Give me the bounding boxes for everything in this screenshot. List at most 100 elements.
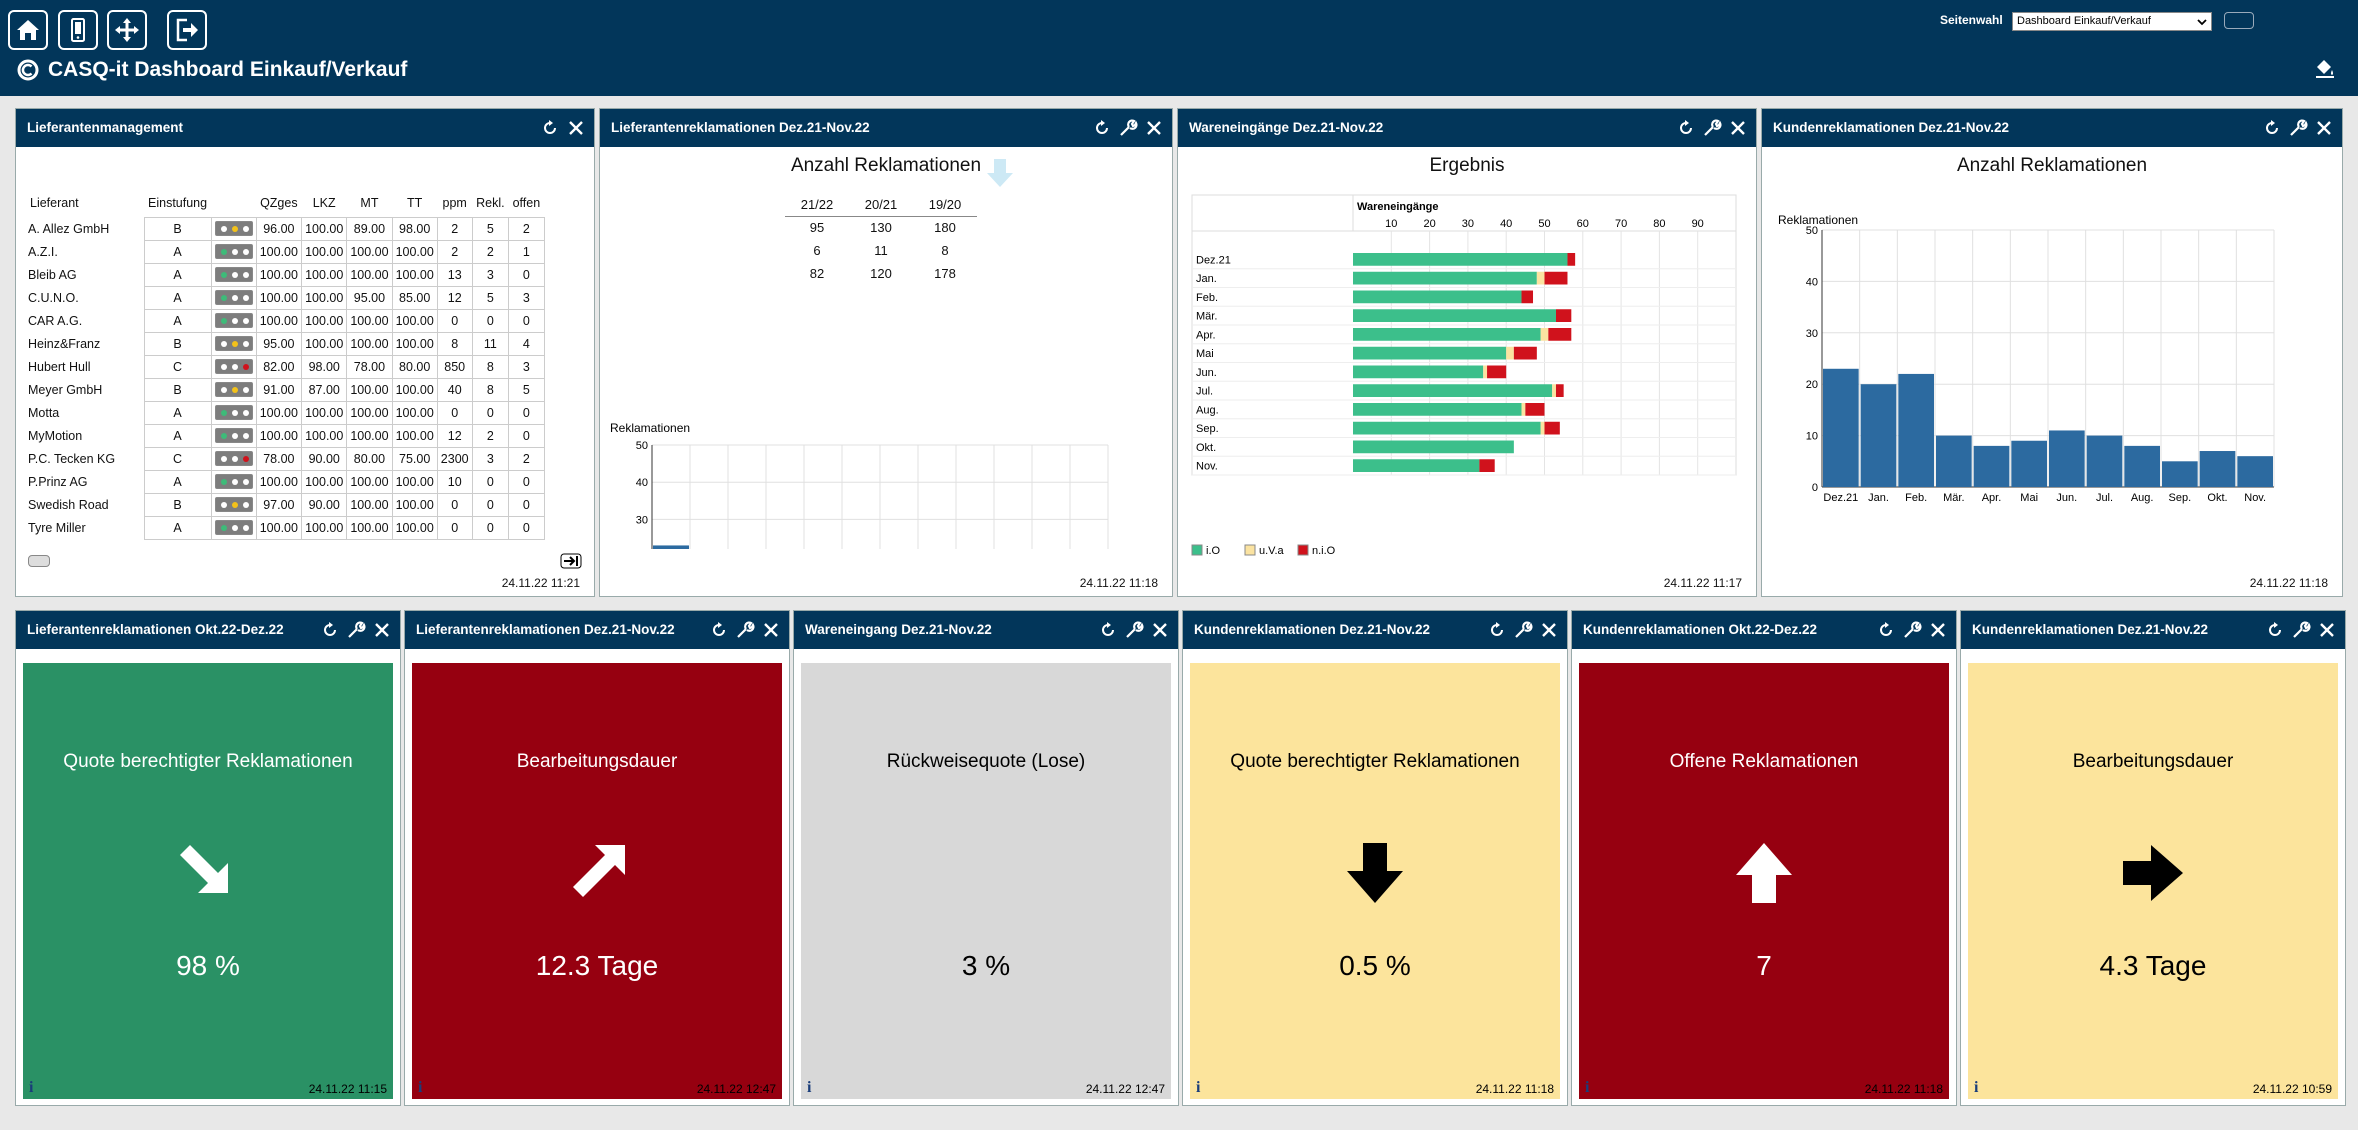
bar[interactable] <box>1823 368 1859 487</box>
info-icon[interactable]: i <box>807 1079 812 1096</box>
bar[interactable] <box>1936 435 1972 487</box>
bar-segment[interactable] <box>1353 459 1480 472</box>
move-button[interactable] <box>107 10 147 50</box>
bar[interactable] <box>2011 440 2047 487</box>
table-row[interactable]: CAR A.G. A 100.00 100.00 100.00 100.00 0 0 0 <box>26 308 545 333</box>
close-icon[interactable] <box>2317 620 2337 640</box>
bar-segment[interactable] <box>1513 346 1537 360</box>
bar-segment[interactable] <box>1555 309 1572 322</box>
bar-segment[interactable] <box>1353 328 1541 341</box>
refresh-icon[interactable] <box>2262 118 2282 138</box>
info-icon[interactable]: i <box>1196 1079 1201 1096</box>
logout-button[interactable] <box>167 10 207 50</box>
kpi-tile[interactable]: Bearbeitungsdauer 12.3 Tage i 24.11.22 12:4… <box>412 663 782 1099</box>
bar-segment[interactable] <box>1540 328 1549 341</box>
refresh-icon[interactable] <box>1876 620 1896 640</box>
home-button[interactable] <box>8 10 48 50</box>
close-icon[interactable] <box>1728 118 1748 138</box>
bar-segment[interactable] <box>1487 365 1507 379</box>
info-icon[interactable]: i <box>1974 1079 1979 1096</box>
bar-segment[interactable] <box>1540 421 1545 435</box>
bar-segment[interactable] <box>1483 365 1488 379</box>
page-select[interactable]: Dashboard Einkauf/Verkauf <box>2012 12 2212 31</box>
wrench-icon[interactable] <box>2291 620 2311 640</box>
bar-segment[interactable] <box>1353 253 1568 266</box>
close-icon[interactable] <box>1928 620 1948 640</box>
refresh-icon[interactable] <box>1092 118 1112 138</box>
paint-bucket-icon[interactable] <box>2314 58 2336 80</box>
bar[interactable] <box>2237 456 2273 487</box>
table-row[interactable]: P.Prinz AG A 100.00 100.00 100.00 100.00 10 0 0 <box>26 469 545 494</box>
wrench-icon[interactable] <box>1118 118 1138 138</box>
table-row[interactable]: Motta A 100.00 100.00 100.00 100.00 0 0 0 <box>26 400 545 425</box>
refresh-icon[interactable] <box>1098 620 1118 640</box>
bar-segment[interactable] <box>1521 290 1534 304</box>
bar[interactable] <box>2049 430 2085 487</box>
bar[interactable] <box>2124 445 2160 487</box>
kpi-tile[interactable]: Offene Reklamationen 7 i 24.11.22 11:18 <box>1579 663 1949 1099</box>
bar-segment[interactable] <box>1353 403 1522 416</box>
kpi-tile[interactable]: Quote berechtigter Reklamationen 0.5 % i 24… <box>1190 663 1560 1099</box>
table-row[interactable]: Bleib AG A 100.00 100.00 100.00 100.00 13 3 0 <box>26 262 545 287</box>
wrench-icon[interactable] <box>346 620 366 640</box>
bar[interactable] <box>2199 451 2236 487</box>
bar[interactable] <box>1973 445 2010 487</box>
kpi-tile[interactable]: Quote berechtigter Reklamationen 98 % i 24.… <box>23 663 393 1099</box>
bar-segment[interactable] <box>1479 459 1495 472</box>
bar[interactable] <box>1898 373 1934 487</box>
table-row[interactable]: A.Z.I. A 100.00 100.00 100.00 100.00 2 2 1 <box>26 239 545 264</box>
bar-segment[interactable] <box>1544 421 1560 435</box>
bar-segment[interactable] <box>1353 346 1507 360</box>
bar-segment[interactable] <box>1552 384 1556 397</box>
bar-segment[interactable] <box>1353 384 1553 397</box>
table-row[interactable]: C.U.N.O. A 100.00 100.00 95.00 85.00 12 5 3 <box>26 285 545 310</box>
bar-segment[interactable] <box>1555 384 1564 397</box>
close-icon[interactable] <box>566 118 586 138</box>
wrench-icon[interactable] <box>1513 620 1533 640</box>
bar[interactable] <box>2162 461 2198 487</box>
bar-segment[interactable] <box>1506 346 1514 360</box>
refresh-icon[interactable] <box>1487 620 1507 640</box>
table-row[interactable]: Meyer GmbH B 91.00 87.00 100.00 100.00 40 8 5 <box>26 377 545 402</box>
close-icon[interactable] <box>761 620 781 640</box>
page-select-go-button[interactable] <box>2224 12 2254 29</box>
table-row[interactable]: Swedish Road B 97.00 90.00 100.00 100.00 0 0 0 <box>26 492 545 517</box>
close-icon[interactable] <box>1144 118 1164 138</box>
bar-segment[interactable] <box>1567 253 1576 266</box>
refresh-icon[interactable] <box>320 620 340 640</box>
kpi-tile[interactable]: Bearbeitungsdauer 4.3 Tage i 24.11.22 10:59 <box>1968 663 2338 1099</box>
close-icon[interactable] <box>372 620 392 640</box>
table-row[interactable]: Tyre Miller A 100.00 100.00 100.00 100.00 0 0 0 <box>26 515 545 540</box>
close-icon[interactable] <box>1539 620 1559 640</box>
bar-segment[interactable] <box>1353 440 1514 454</box>
wrench-icon[interactable] <box>1702 118 1722 138</box>
refresh-icon[interactable] <box>709 620 729 640</box>
table-row[interactable]: P.C. Tecken KG C 78.00 90.00 80.00 75.00 2300 3… <box>26 446 545 471</box>
refresh-icon[interactable] <box>2265 620 2285 640</box>
refresh-icon[interactable] <box>1676 118 1696 138</box>
bar-segment[interactable] <box>1353 271 1537 285</box>
table-row[interactable]: Hubert Hull C 82.00 98.00 78.00 80.00 850 8 3 <box>26 354 545 379</box>
bar-segment[interactable] <box>1536 271 1545 285</box>
export-icon[interactable] <box>560 553 582 569</box>
bar[interactable] <box>653 545 689 549</box>
bar-segment[interactable] <box>1548 328 1572 341</box>
table-row[interactable]: Heinz&Franz B 95.00 100.00 100.00 100.00 8 11 4 <box>26 331 545 356</box>
wrench-icon[interactable] <box>735 620 755 640</box>
scroll-toggle[interactable] <box>28 555 50 567</box>
info-icon[interactable]: i <box>29 1079 34 1096</box>
bar-segment[interactable] <box>1353 309 1556 322</box>
wrench-icon[interactable] <box>1902 620 1922 640</box>
close-icon[interactable] <box>2314 118 2334 138</box>
bar-segment[interactable] <box>1353 365 1484 379</box>
bar-segment[interactable] <box>1521 403 1526 416</box>
kpi-tile[interactable]: Rückweisequote (Lose) 3 % i 24.11.22 12:47 <box>801 663 1171 1099</box>
bar-segment[interactable] <box>1544 271 1568 285</box>
wrench-icon[interactable] <box>1124 620 1144 640</box>
info-icon[interactable]: i <box>418 1079 423 1096</box>
bar-segment[interactable] <box>1525 403 1545 416</box>
bar[interactable] <box>2086 435 2123 487</box>
table-row[interactable]: MyMotion A 100.00 100.00 100.00 100.00 12 2 0 <box>26 423 545 448</box>
close-icon[interactable] <box>1150 620 1170 640</box>
bar-segment[interactable] <box>1353 421 1541 435</box>
